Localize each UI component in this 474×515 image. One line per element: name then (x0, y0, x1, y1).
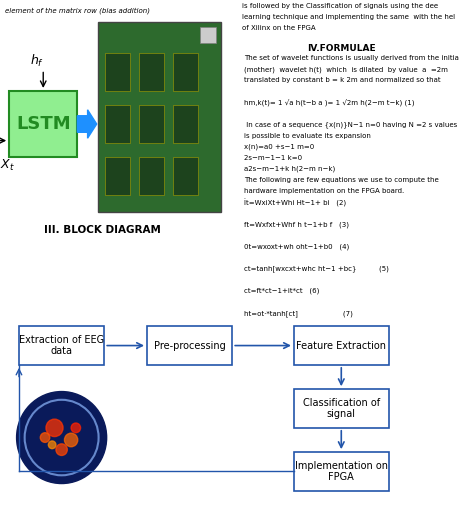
Text: IV.FORMULAE: IV.FORMULAE (307, 44, 375, 53)
Text: Pre-processing: Pre-processing (154, 340, 226, 351)
FancyArrow shape (77, 110, 97, 138)
Text: a2s−m−1+k h(2−m n−k): a2s−m−1+k h(2−m n−k) (244, 166, 336, 173)
Text: Feature Extraction: Feature Extraction (296, 340, 386, 351)
FancyBboxPatch shape (98, 22, 221, 212)
Text: Implementation on
FPGA: Implementation on FPGA (295, 460, 388, 482)
Text: ct=tanh[wxcxt+whc ht−1 +bc}          (5): ct=tanh[wxcxt+whc ht−1 +bc} (5) (244, 266, 389, 272)
FancyBboxPatch shape (105, 105, 130, 143)
FancyBboxPatch shape (173, 105, 198, 143)
Text: is possible to evaluate its expansion: is possible to evaluate its expansion (244, 132, 371, 139)
Circle shape (71, 423, 81, 433)
FancyBboxPatch shape (105, 157, 130, 195)
FancyBboxPatch shape (139, 105, 164, 143)
FancyBboxPatch shape (173, 157, 198, 195)
Text: (mother)  wavelet h(t)  which  is dilated  by value  a  =2m: (mother) wavelet h(t) which is dilated b… (244, 66, 448, 73)
Text: hm,k(t)= 1 √a h(t−b a )= 1 √2m h(2−m t−k) (1): hm,k(t)= 1 √a h(t−b a )= 1 √2m h(2−m t−k… (244, 99, 415, 107)
Text: $X_t$: $X_t$ (0, 158, 15, 173)
Text: 2s−m−1−1 k=0: 2s−m−1−1 k=0 (244, 154, 302, 161)
FancyBboxPatch shape (200, 27, 216, 43)
FancyBboxPatch shape (173, 53, 198, 91)
Text: III. BLOCK DIAGRAM: III. BLOCK DIAGRAM (44, 226, 161, 235)
Text: x(n)=a0 +s−1 m=0: x(n)=a0 +s−1 m=0 (244, 144, 314, 150)
Text: hardware implementation on the FPGA board.: hardware implementation on the FPGA boar… (244, 188, 404, 194)
FancyBboxPatch shape (294, 326, 389, 365)
Text: $h_f$: $h_f$ (29, 53, 44, 69)
Text: İt=WxiXt+Whi Ht−1+ bi   (2): İt=WxiXt+Whi Ht−1+ bi (2) (244, 199, 346, 208)
FancyBboxPatch shape (294, 389, 389, 428)
Text: The following are few equations we use to compute the: The following are few equations we use t… (244, 177, 439, 183)
FancyBboxPatch shape (294, 452, 389, 491)
Text: In case of a sequence {x(n)}N−1 n=0 having N =2 s values: In case of a sequence {x(n)}N−1 n=0 havi… (244, 122, 457, 128)
FancyBboxPatch shape (139, 157, 164, 195)
FancyBboxPatch shape (139, 53, 164, 91)
Text: ht=ot·*tanh[ct]                    (7): ht=ot·*tanh[ct] (7) (244, 310, 353, 317)
Text: Extraction of EEG
data: Extraction of EEG data (19, 335, 104, 356)
Text: 0t=wxoxt+wh oht−1+b0   (4): 0t=wxoxt+wh oht−1+b0 (4) (244, 244, 349, 250)
FancyBboxPatch shape (105, 53, 130, 91)
Text: is followed by the Classification of signals using the dee: is followed by the Classification of sig… (242, 3, 438, 9)
Circle shape (46, 419, 63, 437)
Text: Classification of
signal: Classification of signal (303, 398, 380, 419)
Text: ct=ft*ct−1+it*ct   (6): ct=ft*ct−1+it*ct (6) (244, 287, 319, 294)
Circle shape (64, 433, 78, 447)
Text: LSTM: LSTM (16, 115, 71, 133)
Circle shape (56, 444, 67, 455)
Text: The set of wavelet functions is usually derived from the initia: The set of wavelet functions is usually … (244, 55, 459, 61)
FancyBboxPatch shape (19, 326, 104, 365)
Text: element of the matrix row (bias addition): element of the matrix row (bias addition… (5, 8, 150, 14)
FancyBboxPatch shape (9, 91, 77, 157)
FancyBboxPatch shape (147, 326, 232, 365)
Circle shape (17, 391, 107, 484)
Text: translated by constant b = k 2m and normalized so that: translated by constant b = k 2m and norm… (244, 77, 441, 83)
Circle shape (48, 441, 56, 449)
Circle shape (40, 433, 50, 442)
Text: learning technique and implementing the same  with the hel: learning technique and implementing the … (242, 14, 455, 20)
Text: ft=Wxfxt+Whf h t−1+b f   (3): ft=Wxfxt+Whf h t−1+b f (3) (244, 221, 349, 228)
Text: of Xilinx on the FPGA: of Xilinx on the FPGA (242, 25, 315, 31)
